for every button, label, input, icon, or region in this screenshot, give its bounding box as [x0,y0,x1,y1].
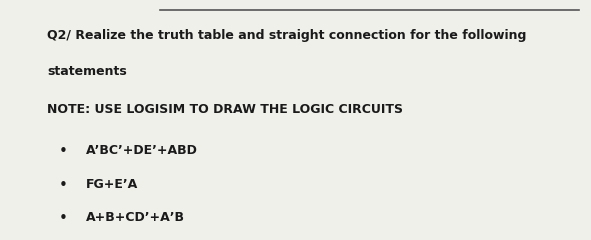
Text: •: • [59,211,68,226]
Text: A+B+CDʼ+AʼB: A+B+CDʼ+AʼB [86,211,185,224]
Text: •: • [59,178,68,192]
Text: •: • [59,144,68,159]
Text: FG+EʼA: FG+EʼA [86,178,138,191]
Text: Q2/ Realize the truth table and straight connection for the following: Q2/ Realize the truth table and straight… [47,29,527,42]
Text: AʼBCʼ+DEʼ+ABD: AʼBCʼ+DEʼ+ABD [86,144,197,157]
Text: statements: statements [47,65,127,78]
Text: NOTE: USE LOGISIM TO DRAW THE LOGIC CIRCUITS: NOTE: USE LOGISIM TO DRAW THE LOGIC CIRC… [47,103,403,116]
